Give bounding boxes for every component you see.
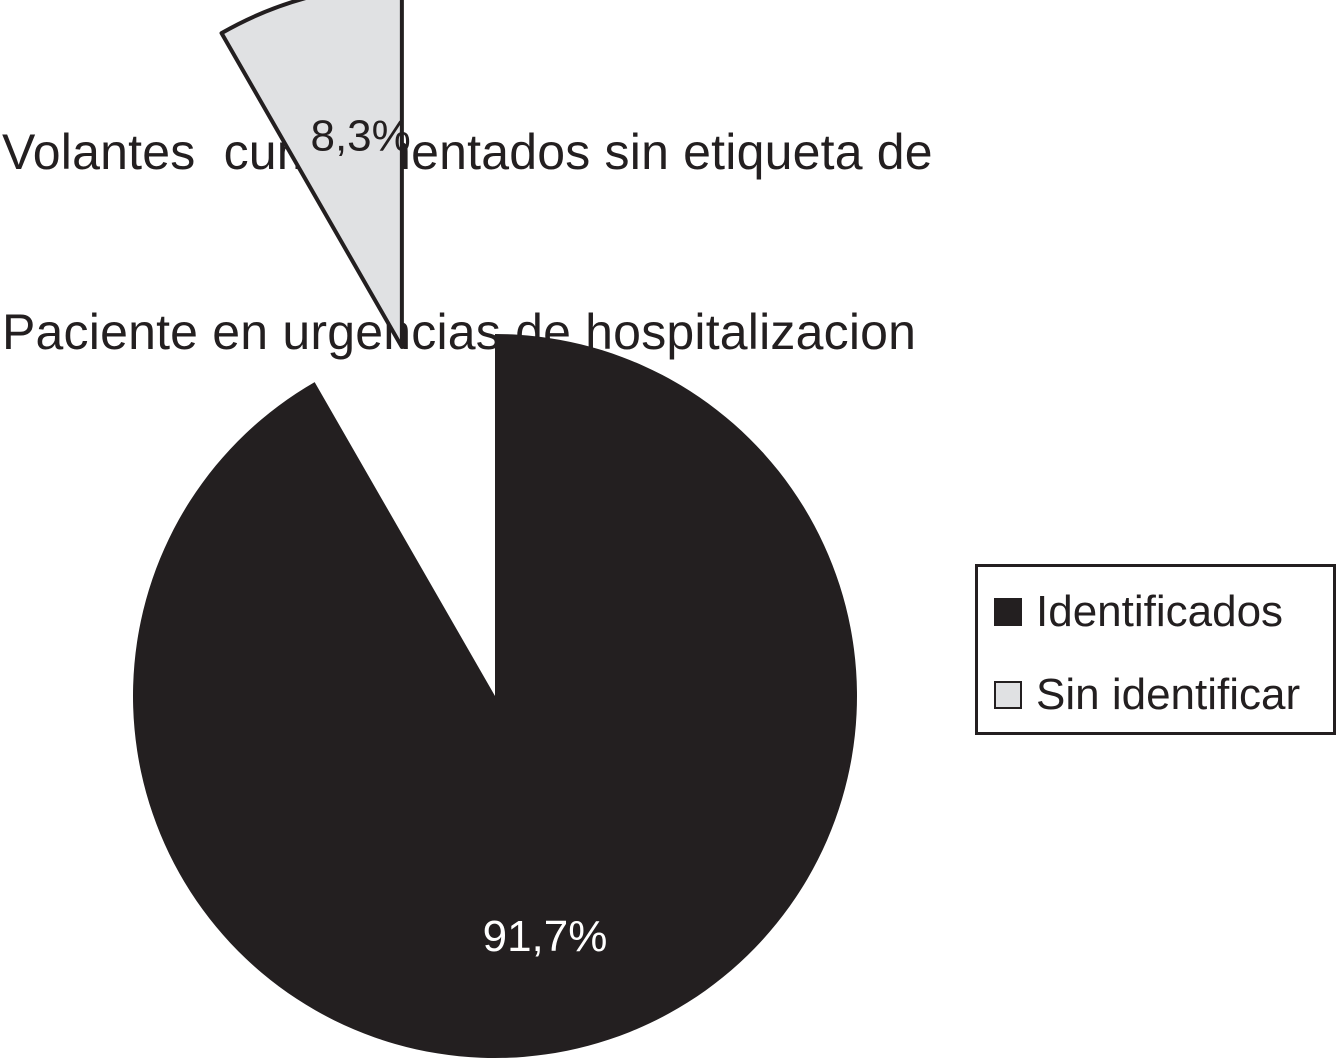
chart-title-line-2: Paciente en urgencias de hospitalizacion — [2, 304, 917, 360]
legend-label-sin-identificar: Sin identificar — [1036, 670, 1301, 719]
chart-title: Volantes cumplimentados sin etiqueta de … — [2, 2, 933, 422]
pie-slices — [132, 0, 857, 1058]
legend-item-identificados: Identificados — [994, 587, 1283, 637]
pie-label-sin-identificar: 8,3% — [310, 112, 410, 161]
legend-swatch-sin-identificar — [994, 681, 1022, 709]
legend-item-sin-identificar: Sin identificar — [994, 670, 1300, 720]
legend-label-identificados: Identificados — [1036, 587, 1284, 636]
pie-slice-sin-identificar — [219, 0, 404, 350]
pie-slice-identificados — [132, 334, 857, 1058]
pie-labels: 91,7% 8,3% — [310, 112, 607, 961]
legend-swatch-identificados — [994, 598, 1022, 626]
chart-legend: Identificados Sin identificar — [975, 564, 1336, 735]
pie-label-identificados: 91,7% — [483, 912, 608, 961]
